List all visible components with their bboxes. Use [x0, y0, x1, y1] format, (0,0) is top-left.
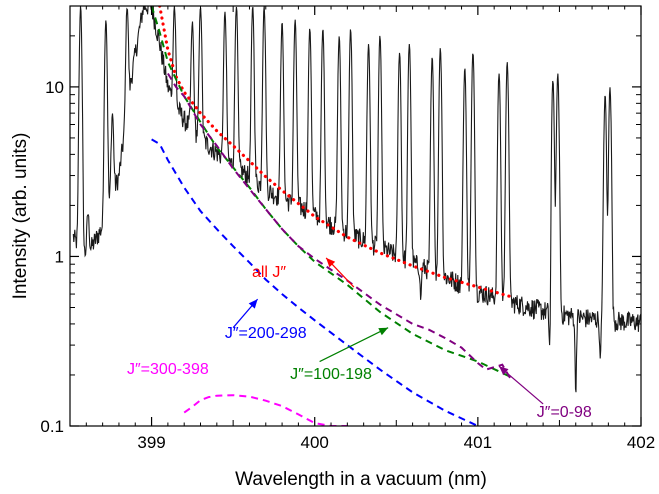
annotation-label-4: J″=0-98 [537, 404, 592, 421]
simulated-series-line-1 [158, 6, 513, 299]
x-tick-label: 400 [301, 433, 329, 452]
x-axis-title: Wavelength in a vacuum (nm) [235, 469, 487, 490]
axes-layer: 399 400 401 402 0.1 1 10 [40, 5, 655, 452]
plot-frame [69, 5, 642, 427]
measured-spectrum-line [72, 6, 641, 393]
annotation-arrow-line-4 [498, 365, 544, 405]
y-tick-label: 1 [55, 247, 64, 266]
annotation-label-0: all J″ [252, 264, 286, 281]
series-layer [72, 6, 641, 426]
x-tick-label: 399 [137, 433, 165, 452]
annotation-arrow-head-1 [248, 299, 258, 309]
simulated-series-line-4 [151, 138, 479, 426]
annotation-label-3: J″=300-398 [127, 361, 209, 378]
annotation-label-1: J″=200-298 [225, 325, 307, 342]
y-tick-label: 0.1 [40, 417, 64, 436]
simulated-series-line-2 [150, 6, 511, 378]
annotation-arrow-line-2 [319, 327, 389, 363]
y-axis-title: Intensity (arb. units) [10, 133, 31, 300]
simulated-series-line-3 [167, 72, 512, 380]
annotation-label-2: J″=100-198 [290, 366, 372, 383]
annotation-arrow-head-0 [326, 257, 336, 268]
annotation-arrow-head-4 [499, 366, 509, 376]
x-tick-label: 401 [464, 433, 492, 452]
annotation-layer: all J″ J″=200-298 J″=100-198 J″=300-398 J″=0… [127, 257, 592, 421]
simulated-series-line-5 [183, 394, 348, 426]
annotation-arrow-head-2 [378, 327, 389, 336]
y-tick-label: 10 [45, 78, 64, 97]
x-tick-label: 402 [627, 433, 655, 452]
